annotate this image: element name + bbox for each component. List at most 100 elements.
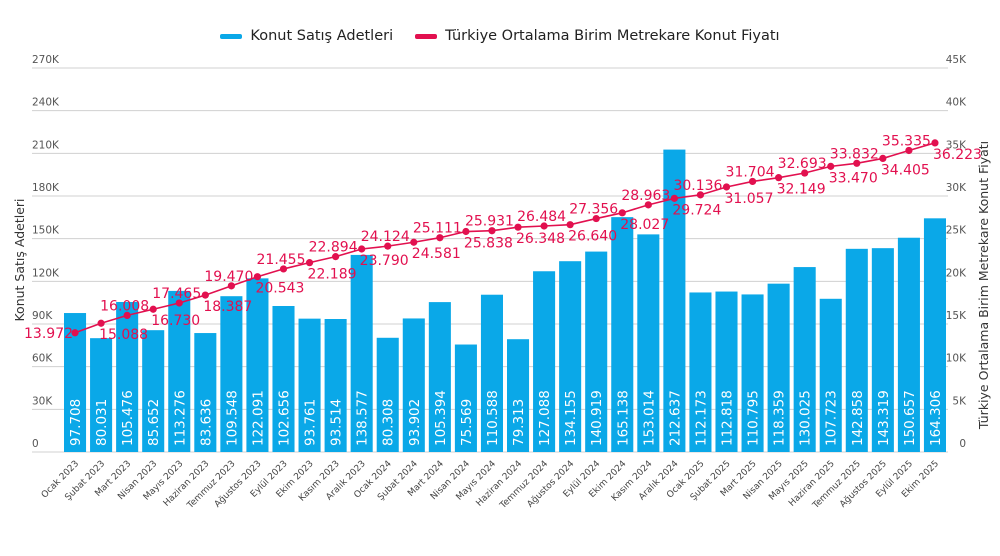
- bar-value-label: 80.031: [94, 399, 110, 446]
- line-value-label: 26.640: [568, 229, 617, 245]
- right-tick-label: 10K: [946, 353, 967, 365]
- left-tick-label: 180K: [32, 182, 60, 194]
- bar-value-label: 97.708: [68, 399, 84, 446]
- line-point: [618, 209, 626, 217]
- right-tick-label: 30K: [946, 182, 967, 194]
- left-axis-title: Konut Satış Adetleri: [12, 198, 27, 321]
- bar: [845, 248, 868, 452]
- line-value-label: 23.790: [360, 253, 409, 269]
- bar-value-label: 118.359: [772, 390, 788, 446]
- right-tick-label: 45K: [946, 54, 967, 66]
- right-tick-label: 5K: [952, 395, 967, 407]
- bar: [194, 333, 217, 452]
- bar: [819, 298, 842, 452]
- line-point: [410, 238, 418, 246]
- line-point: [384, 242, 392, 250]
- line-point: [540, 222, 548, 230]
- left-tick-label: 270K: [32, 54, 60, 66]
- line-value-label: 25.111: [413, 221, 462, 237]
- line-value-label: 36.223: [933, 147, 982, 163]
- line-series: [71, 139, 939, 337]
- line-value-label: 22.894: [309, 240, 358, 256]
- bar: [350, 254, 373, 452]
- left-tick-label: 30K: [32, 395, 53, 407]
- line-point: [775, 174, 783, 182]
- line-value-label: 25.931: [465, 214, 514, 230]
- bar: [324, 319, 347, 452]
- right-tick-label: 15K: [946, 310, 967, 322]
- bar: [715, 291, 738, 452]
- line-value-label: 18.387: [203, 299, 252, 315]
- line-point: [566, 221, 574, 229]
- line-value-label: 20.543: [255, 281, 304, 297]
- line-value-label: 27.356: [569, 202, 618, 218]
- bar: [428, 302, 451, 452]
- bar-value-label: 112.173: [693, 390, 709, 446]
- bar-value-label: 112.818: [720, 390, 736, 446]
- bar: [90, 338, 113, 452]
- bar-value-label: 79.313: [511, 399, 527, 446]
- bar-value-label: 105.394: [433, 390, 449, 446]
- left-tick-label: 150K: [32, 225, 60, 237]
- line-value-label: 17.465: [152, 286, 201, 302]
- bar-value-label: 93.902: [407, 399, 423, 446]
- legend-item-sales[interactable]: Konut Satış Adetleri: [220, 28, 393, 44]
- line-value-label: 32.693: [778, 156, 827, 172]
- line-value-label: 19.470: [204, 269, 253, 285]
- line-point: [305, 259, 314, 267]
- bar: [611, 217, 634, 452]
- bar-value-label: 143.319: [876, 390, 892, 446]
- line-point: [592, 214, 600, 223]
- line-point: [931, 139, 939, 147]
- bar: [507, 339, 530, 452]
- bar-value-label: 93.761: [303, 399, 319, 446]
- bar: [585, 251, 608, 452]
- line-value-label: 32.149: [777, 182, 826, 198]
- line-point: [488, 227, 496, 235]
- bar: [116, 301, 139, 452]
- bar-value-label: 130.025: [798, 390, 814, 446]
- left-tick-label: 120K: [32, 267, 60, 279]
- legend-label-price: Türkiye Ortalama Birim Metrekare Konut F…: [445, 28, 780, 44]
- bar: [298, 318, 321, 452]
- right-tick-label: 20K: [946, 267, 967, 279]
- chart-legend: Konut Satış Adetleri Türkiye Ortalama Bi…: [0, 28, 1000, 44]
- bar-value-label: 110.795: [746, 390, 762, 446]
- line-point: [279, 265, 288, 273]
- bar-value-label: 80.308: [381, 399, 397, 446]
- right-axis-ticks: 0 5K 10K 15K 20K 25K 30K 35K 40K 45K: [946, 54, 967, 450]
- legend-swatch-line: [415, 33, 438, 39]
- left-tick-label: 90K: [32, 310, 53, 322]
- bar-value-label: 75.569: [459, 399, 475, 446]
- bar-value-label: 150.657: [902, 390, 918, 446]
- bar: [272, 306, 295, 452]
- line-point: [123, 311, 131, 319]
- line-point: [905, 146, 913, 155]
- bar-data-labels: 97.708 80.031 105.476 85.652 113.276 83.636 10…: [68, 390, 944, 446]
- bar: [142, 330, 165, 452]
- line-point: [514, 223, 522, 231]
- line-point: [696, 191, 705, 199]
- line-point: [71, 329, 79, 337]
- bar-value-label: 165.138: [615, 390, 631, 446]
- line-point: [670, 194, 678, 202]
- line-value-label: 22.189: [308, 267, 357, 283]
- bar: [168, 290, 191, 452]
- bar-value-label: 134.155: [563, 390, 579, 446]
- right-tick-label: 0: [959, 438, 966, 450]
- line-value-label: 21.455: [257, 252, 306, 268]
- line-point: [722, 183, 731, 191]
- line-path: [74, 142, 936, 334]
- line-point: [853, 159, 861, 167]
- line-value-label: 25.838: [464, 236, 513, 252]
- bar-value-label: 153.014: [641, 390, 657, 446]
- line-value-label: 24.581: [412, 246, 461, 262]
- bar-value-label: 109.548: [224, 390, 240, 446]
- right-tick-label: 25K: [946, 225, 967, 237]
- legend-item-price[interactable]: Türkiye Ortalama Birim Metrekare Konut F…: [415, 28, 780, 44]
- bar: [533, 271, 556, 452]
- line-value-label: 16.008: [100, 298, 149, 314]
- left-axis-ticks: 0 30K 60K 90K 120K 150K 180K 210K 240K 270K: [32, 54, 60, 450]
- bar-value-label: 107.723: [824, 390, 840, 446]
